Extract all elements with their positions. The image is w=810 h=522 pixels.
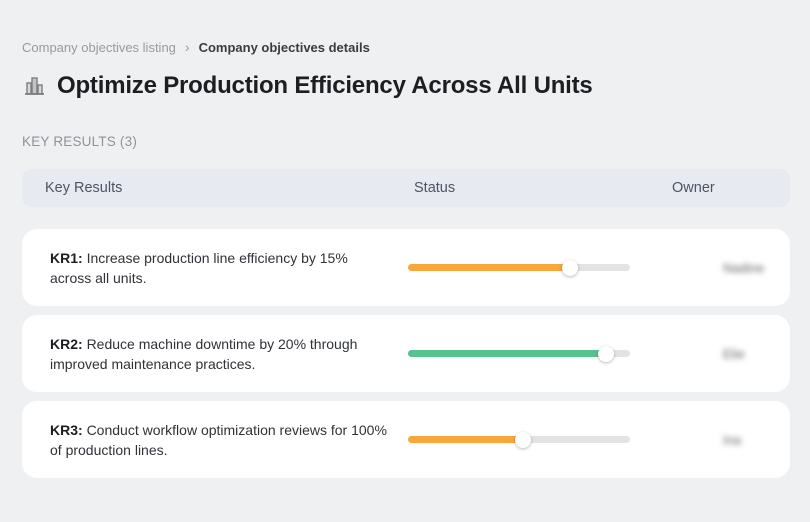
chevron-right-icon: ›	[184, 38, 190, 55]
column-header-status: Status	[414, 180, 456, 196]
key-result-description: Conduct workflow optimization reviews fo…	[50, 421, 387, 458]
progress-track	[408, 431, 630, 448]
key-result-text: KR3: Conduct workflow optimization revie…	[50, 420, 388, 460]
key-result-text: KR2: Reduce machine downtime by 20% thro…	[50, 334, 388, 374]
key-result-label: KR3:	[50, 421, 83, 438]
progress-slider[interactable]	[408, 345, 630, 362]
key-results-count-label: KEY RESULTS (3)	[22, 134, 138, 149]
progress-track	[408, 345, 630, 362]
breadcrumb-item-details: Company objectives details	[198, 40, 370, 55]
breadcrumb-item-listing[interactable]: Company objectives listing	[22, 40, 176, 55]
progress-knob[interactable]	[515, 431, 532, 448]
key-result-description: Reduce machine downtime by 20% through i…	[50, 335, 358, 372]
owner-cell: Ina	[668, 418, 741, 461]
table-row-kr2[interactable]: KR2: Reduce machine downtime by 20% thro…	[22, 315, 790, 392]
progress-knob[interactable]	[562, 259, 579, 276]
progress-knob[interactable]	[597, 345, 614, 362]
progress-fill	[408, 431, 532, 448]
key-result-label: KR1:	[50, 249, 83, 266]
owner-avatar[interactable]	[668, 246, 711, 289]
key-result-description: Increase production line efficiency by 1…	[50, 249, 348, 286]
key-result-text: KR1: Increase production line efficiency…	[50, 248, 388, 288]
progress-fill	[408, 345, 614, 362]
progress-slider[interactable]	[408, 431, 630, 448]
owner-name: Nadine	[723, 260, 765, 275]
progress-fill	[408, 259, 579, 276]
breadcrumb: Company objectives listing › Company obj…	[22, 0, 790, 56]
column-header-key-results: Key Results	[45, 180, 123, 196]
owner-name: Ina	[723, 432, 742, 447]
table-header: Key Results Status Owner	[22, 169, 790, 207]
key-results-list: KR1: Increase production line efficiency…	[22, 229, 790, 478]
owner-name: Elie	[723, 346, 745, 361]
owner-cell: Elie	[668, 332, 745, 375]
page-title: Optimize Production Efficiency Across Al…	[57, 72, 593, 99]
owner-cell: Nadine	[668, 246, 764, 289]
column-header-owner: Owner	[672, 180, 715, 196]
title-row: Optimize Production Efficiency Across Al…	[22, 72, 790, 100]
table-row-kr3[interactable]: KR3: Conduct workflow optimization revie…	[22, 401, 790, 478]
owner-avatar[interactable]	[668, 332, 711, 375]
buildings-icon	[22, 74, 46, 98]
key-result-label: KR2:	[50, 335, 83, 352]
progress-slider[interactable]	[408, 259, 630, 276]
owner-avatar[interactable]	[668, 418, 711, 461]
progress-track	[408, 259, 630, 276]
table-row-kr1[interactable]: KR1: Increase production line efficiency…	[22, 229, 790, 306]
